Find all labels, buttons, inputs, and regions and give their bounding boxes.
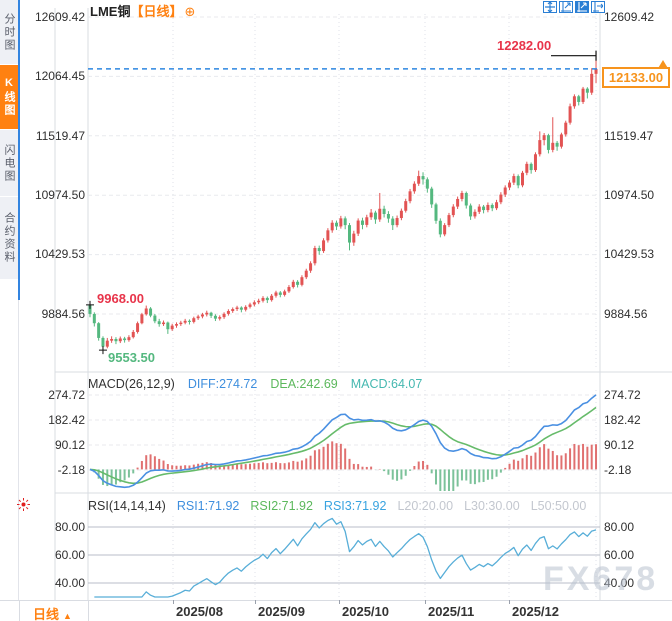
sidebar-tab-contract-info[interactable]: 合约资料 [0, 197, 18, 279]
price-axis-label: 11519.47 [35, 129, 85, 143]
sidebar-tab-kline[interactable]: K线图 [0, 65, 18, 129]
macd-dea-value: DEA:242.69 [270, 377, 338, 391]
time-axis-tick [339, 600, 340, 604]
chevron-up-icon: ▲ [63, 611, 72, 621]
macd-diff-value: DIFF:274.72 [187, 377, 258, 391]
axis-scale-icon[interactable] [559, 1, 573, 13]
rsi-l20-value: L20:20.00 [397, 499, 454, 513]
macd-axis-label: -2.18 [57, 463, 85, 477]
circle-plus-icon[interactable]: ⊕ [184, 4, 196, 19]
rsi-header: RSI(14,14,14) RSI1:71.92 RSI2:71.92 RSI3… [88, 499, 586, 513]
rsi1-value: RSI1:71.92 [176, 499, 240, 513]
rsi-axis-label: 40.00 [604, 576, 635, 590]
low-price-annotation: 9553.50 [108, 350, 155, 365]
indicator-flash-icon[interactable] [17, 498, 30, 516]
sidebar-tab-timeshare[interactable]: 分时图 [0, 0, 18, 64]
time-axis-label: 2025/08 [176, 604, 223, 619]
time-axis-tick [509, 600, 510, 604]
time-axis-tick [173, 600, 174, 604]
time-axis-label: 2025/09 [258, 604, 305, 619]
rsi-axis-label: 40.00 [54, 576, 85, 590]
high-price-annotation: 12282.00 [497, 38, 552, 53]
price-axis-label: 12064.45 [34, 69, 85, 83]
rsi-axis-label: 60.00 [54, 548, 85, 562]
current-price-badge: 12133.00 [602, 67, 670, 88]
rsi3-value: RSI3:71.92 [323, 499, 387, 513]
rsi-l50-value: L50:50.00 [530, 499, 587, 513]
macd-header: MACD(26,12,9) DIFF:274.72 DEA:242.69 MAC… [88, 377, 422, 391]
price-axis-label: 10429.53 [34, 247, 85, 261]
price-axis-label: 10974.50 [34, 188, 85, 202]
chart-title: LME铜【日线】 ⊕ [90, 1, 195, 20]
pan-crosshair-icon[interactable] [543, 1, 557, 13]
exit-chart-icon[interactable] [591, 1, 605, 13]
time-axis-bar [0, 600, 672, 621]
price-axis-label: 9884.56 [604, 307, 648, 321]
footer-divider [19, 600, 20, 621]
time-axis-label: 2025/11 [428, 604, 475, 619]
rsi-axis-label: 60.00 [604, 548, 635, 562]
rsi-axis-label: 80.00 [54, 520, 85, 534]
time-axis-tick [255, 600, 256, 604]
rsi-l30-value: L30:30.00 [464, 499, 520, 513]
macd-axis-label: 182.42 [604, 413, 641, 427]
price-axis-label: 12609.42 [604, 10, 655, 24]
macd-axis-label: 90.12 [604, 438, 635, 452]
symbol-name: LME铜 [90, 4, 131, 19]
rsi-axis-label: 80.00 [604, 520, 635, 534]
price-axis-label: 10429.53 [604, 247, 655, 261]
macd-axis-label: 90.12 [54, 438, 85, 452]
price-axis-label: 9884.56 [41, 307, 85, 321]
period-selector[interactable]: 日线 ▲ [33, 604, 72, 621]
price-axis-label: 11519.47 [604, 129, 654, 143]
watermark: FX678 [543, 560, 659, 598]
time-axis-tick [425, 600, 426, 604]
macd-title: MACD(26,12,9) [88, 377, 175, 391]
macd-axis-label: 274.72 [604, 388, 641, 402]
price-axis-label: 12609.42 [34, 10, 85, 24]
rsi2-value: RSI2:71.92 [250, 499, 313, 513]
macd-axis-label: 274.72 [48, 388, 85, 402]
axis-scale-active-icon[interactable] [575, 1, 589, 13]
period-tag: 【日线】 [130, 4, 183, 19]
sidebar-tab-lightning[interactable]: 闪电图 [0, 130, 18, 196]
open-price-annotation: 9968.00 [97, 291, 144, 306]
footer-divider [88, 600, 89, 621]
sidebar-divider [18, 300, 19, 621]
period-selector-label: 日线 [33, 607, 60, 621]
sidebar-accent-divider [18, 0, 20, 300]
macd-axis-label: -2.18 [604, 463, 632, 477]
macd-bar-value: MACD:64.07 [350, 377, 423, 391]
time-axis-label: 2025/10 [342, 604, 389, 619]
time-axis-label: 2025/12 [512, 604, 559, 619]
price-axis-label: 10974.50 [604, 188, 655, 202]
chart-toolbar [543, 1, 605, 13]
rsi-title: RSI(14,14,14) [88, 499, 166, 513]
macd-axis-label: 182.42 [48, 413, 85, 427]
